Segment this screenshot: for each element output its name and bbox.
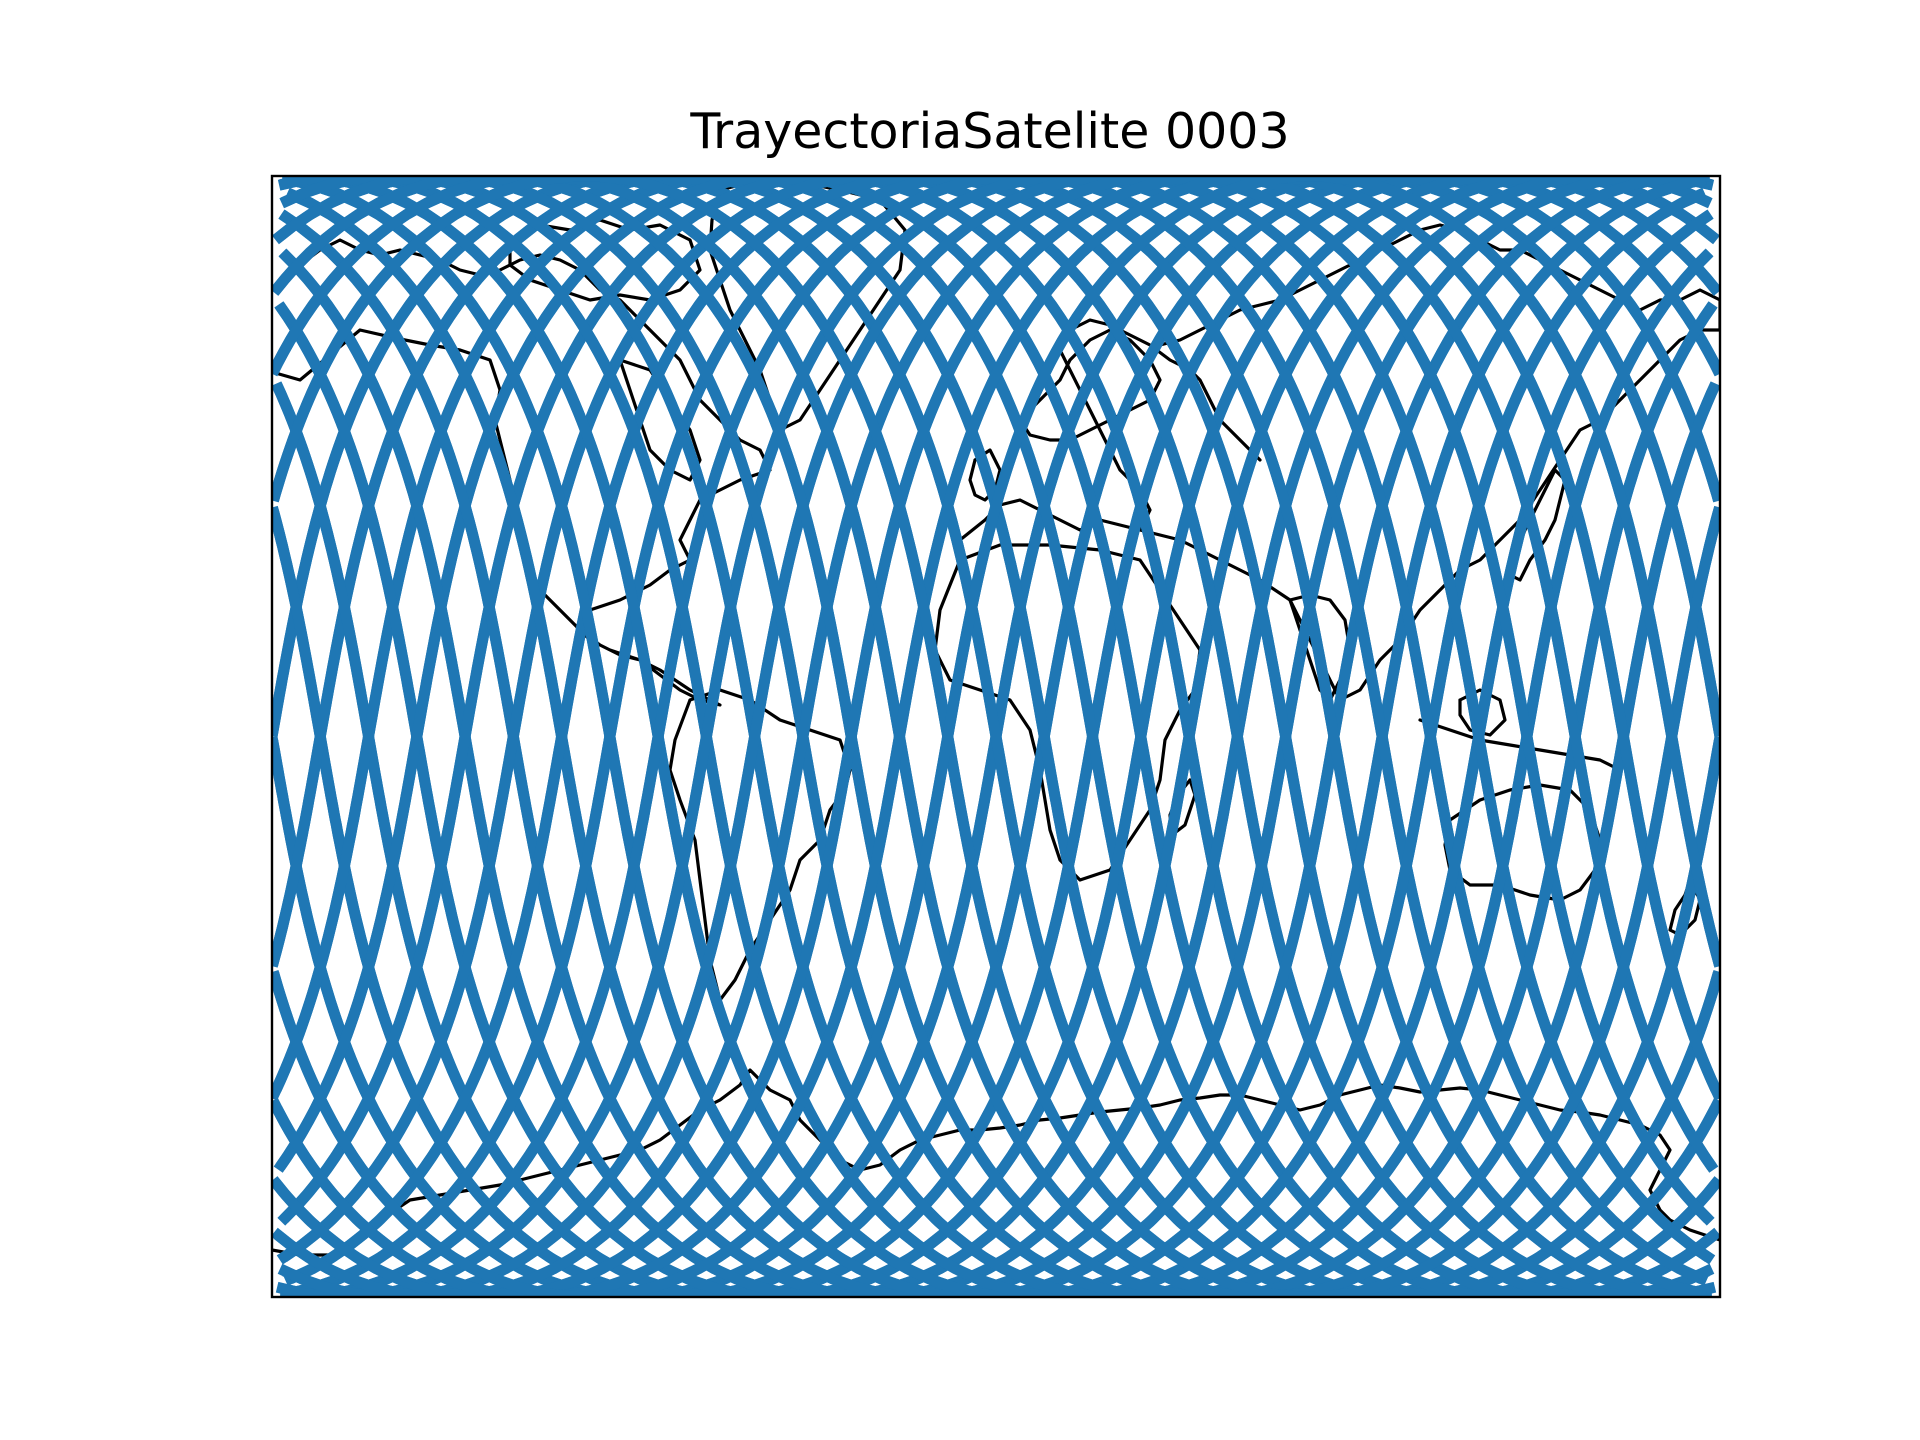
ground-track-line	[280, 176, 1704, 1297]
ground-track-line	[283, 176, 1707, 1297]
ground-track-line	[272, 176, 1712, 1297]
map-title: TrayectoriaSatelite 0003	[689, 103, 1289, 160]
ground-track-line	[275, 176, 1704, 1297]
plot-area	[270, 174, 1722, 1299]
ground-track-line	[272, 176, 1720, 1297]
ground-track-line	[279, 176, 1707, 1297]
ground-track-line	[272, 176, 1720, 1297]
ground-track-line	[272, 176, 1720, 1297]
ground-track-line	[274, 176, 1720, 1297]
ground-track-line	[272, 176, 1720, 1297]
ground-track-line	[286, 176, 1715, 1297]
ground-track-line	[272, 176, 1714, 1297]
ground-track-line	[276, 176, 1710, 1297]
plot-frame	[270, 174, 1722, 1299]
ground-track-line	[283, 176, 1707, 1297]
ground-track-line	[277, 176, 1712, 1297]
ground-track-line	[283, 176, 1711, 1297]
ground-track-line	[280, 176, 1714, 1297]
ground-track-line	[279, 176, 1713, 1297]
coastline-asia	[1138, 223, 1720, 702]
ground-track-line	[286, 176, 1710, 1297]
ground-track-line	[273, 176, 1720, 1297]
